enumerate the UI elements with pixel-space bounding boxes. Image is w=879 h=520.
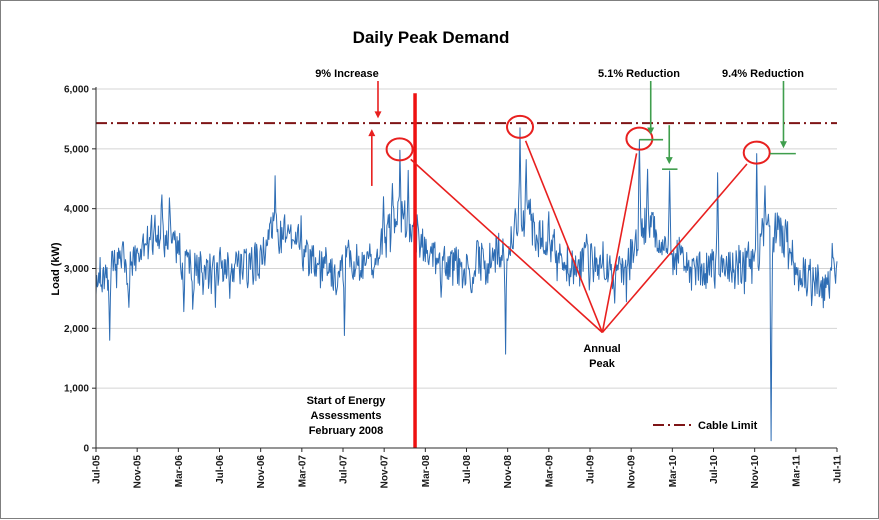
assessment-label-line3: February 2008 bbox=[309, 425, 384, 437]
annual-peak-connector bbox=[524, 140, 604, 333]
annual-peak-connector bbox=[410, 158, 603, 334]
x-tick-label: Jul-06 bbox=[215, 455, 226, 484]
x-tick-label: Nov-10 bbox=[750, 455, 761, 489]
x-tick-label: Jul-10 bbox=[709, 455, 720, 484]
annual-peak-circle bbox=[506, 114, 535, 139]
y-tick-label: 3,000 bbox=[64, 264, 89, 275]
increase-arrow-down-head bbox=[374, 111, 382, 119]
assessment-label-line2: Assessments bbox=[311, 410, 382, 422]
series-layer bbox=[95, 127, 838, 442]
annual-peak-circle bbox=[385, 137, 414, 162]
x-tick-label: Mar-06 bbox=[174, 455, 185, 488]
increase-arrow-up-head bbox=[368, 129, 376, 137]
assessment-label-line1: Start of Energy bbox=[307, 395, 387, 407]
reduction1-annotation-label: 5.1% Reduction bbox=[598, 68, 680, 80]
annual-peak-label-line2: Peak bbox=[589, 358, 616, 370]
y-tick-label: 6,000 bbox=[64, 85, 89, 96]
x-tick-label: Jul-07 bbox=[339, 455, 350, 484]
legend: Cable Limit bbox=[653, 420, 758, 432]
y-tick-label: 1,000 bbox=[64, 384, 89, 395]
increase-annotation-label: 9% Increase bbox=[315, 68, 379, 80]
grid-layer bbox=[96, 88, 837, 389]
cable-limit-legend-label: Cable Limit bbox=[698, 420, 758, 432]
reduction1-arrow-head bbox=[647, 127, 655, 135]
x-tick-label: Mar-08 bbox=[421, 455, 432, 488]
y-tick-label: 2,000 bbox=[64, 324, 89, 335]
x-tick-label: Mar-07 bbox=[297, 455, 308, 488]
x-tick-label: Mar-11 bbox=[791, 455, 802, 487]
y-tick-label: 4,000 bbox=[64, 204, 89, 215]
x-tick-label: Nov-06 bbox=[256, 455, 267, 489]
annotation-layer bbox=[96, 81, 837, 448]
load-series-line bbox=[95, 127, 838, 442]
annual-peak-label-line1: Annual bbox=[583, 343, 620, 355]
reduction2-annotation-label: 9.4% Reduction bbox=[722, 68, 804, 80]
x-tick-label: Nov-08 bbox=[503, 455, 514, 489]
reduction1-arrow-2-head bbox=[665, 157, 673, 165]
annual-peak-circle bbox=[742, 140, 771, 165]
y-axis-label: Load (kW) bbox=[50, 242, 62, 295]
y-tick-label: 5,000 bbox=[64, 144, 89, 155]
x-tick-label: Jul-09 bbox=[586, 455, 597, 484]
x-tick-label: Nov-07 bbox=[380, 455, 391, 489]
x-tick-label: Mar-10 bbox=[668, 455, 679, 488]
annual-peak-circle bbox=[625, 126, 654, 151]
annual-peak-connector bbox=[601, 163, 748, 334]
x-tick-label: Mar-09 bbox=[544, 455, 555, 488]
chart-title: Daily Peak Demand bbox=[353, 28, 510, 47]
x-tick-label: Nov-05 bbox=[133, 455, 144, 489]
x-tick-label: Jul-11 bbox=[833, 455, 844, 484]
x-tick-label: Nov-09 bbox=[627, 455, 638, 489]
x-tick-label: Jul-08 bbox=[462, 455, 473, 484]
annual-peak-connector bbox=[601, 153, 638, 333]
reduction2-arrow-head bbox=[779, 141, 787, 149]
axes-layer: 0 1,000 2,000 3,000 4,000 5,000 6,000 Jul-05 Nov… bbox=[64, 85, 844, 489]
y-tick-label: 0 bbox=[83, 444, 89, 455]
x-tick-label: Jul-05 bbox=[92, 455, 103, 484]
